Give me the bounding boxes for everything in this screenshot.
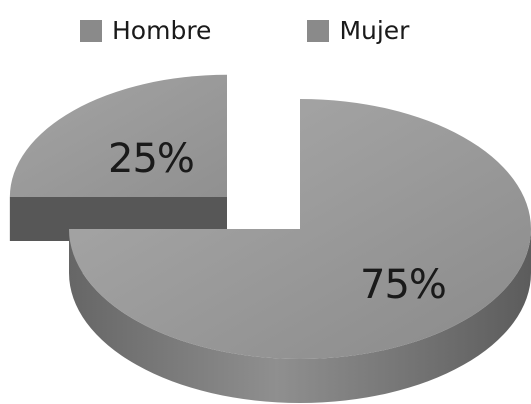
legend-swatch-hombre (80, 19, 102, 42)
legend-label-hombre: Hombre (112, 16, 212, 45)
slice-mujer-top (69, 99, 531, 359)
data-label-mujer: 75% (360, 262, 447, 308)
legend-item-mujer: Mujer (307, 16, 409, 45)
slice-hombre-top (9, 74, 227, 197)
chart-legend: Hombre Mujer (80, 16, 409, 45)
legend-swatch-mujer (307, 19, 330, 42)
slice-mujer-rim-0 (69, 229, 531, 403)
data-label-hombre: 25% (108, 136, 195, 182)
legend-label-mujer: Mujer (339, 16, 410, 45)
legend-item-hombre: Hombre (80, 16, 211, 45)
